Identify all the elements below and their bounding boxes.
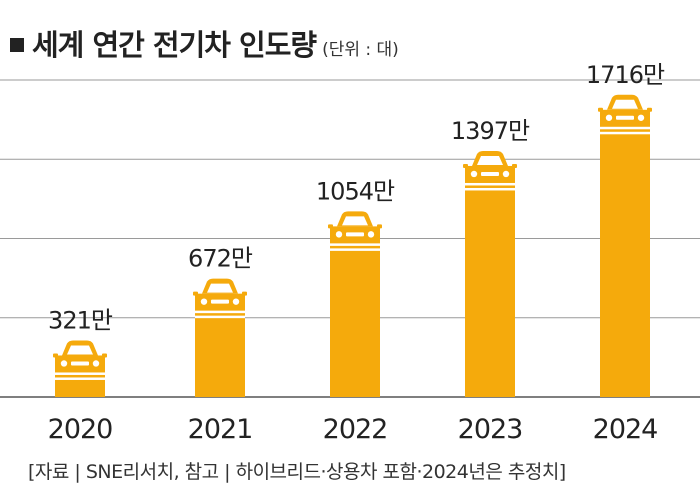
car-headlight-right-2023 <box>502 170 510 178</box>
car-grille-2024 <box>616 115 634 120</box>
car-bumper-2-2024 <box>600 131 650 135</box>
car-headlight-right-2022 <box>367 231 375 238</box>
source-note: [자료 | SNE리서치, 참고 | 하이브리드·상용차 포함·2024년은 추… <box>28 461 566 483</box>
car-bumper-1-2024 <box>600 126 650 130</box>
x-tick-label-2022: 2022 <box>323 414 388 445</box>
car-bumper-1-2021 <box>195 310 245 314</box>
bar-2023 <box>465 165 515 397</box>
car-headlight-left-2020 <box>60 360 68 367</box>
bar-group-2024 <box>598 94 652 397</box>
car-mirror-left-2021 <box>193 291 198 296</box>
car-mirror-left-2022 <box>328 224 333 229</box>
car-grille-2022 <box>346 232 364 237</box>
car-headlight-left-2024 <box>605 114 613 121</box>
bar-group-2021 <box>193 278 247 397</box>
car-mirror-right-2023 <box>512 163 517 168</box>
x-tick-label-2020: 2020 <box>48 414 113 445</box>
car-mirror-right-2022 <box>377 224 382 229</box>
data-label-2020: 321만 <box>48 306 113 334</box>
bar-group-2022 <box>328 211 382 397</box>
data-label-2022: 1054만 <box>316 177 395 205</box>
car-windshield-2020 <box>67 345 93 355</box>
car-windshield-2024 <box>612 99 638 109</box>
car-bumper-1-2023 <box>465 182 515 186</box>
car-windshield-2023 <box>477 155 503 165</box>
title-square-icon <box>10 38 24 52</box>
data-label-2021: 672만 <box>188 245 253 273</box>
bar-2024 <box>600 109 650 397</box>
car-bumper-1-2020 <box>55 372 105 375</box>
x-tick-label-2024: 2024 <box>593 414 658 445</box>
bar-group-2023 <box>463 150 517 397</box>
x-tick-label-2023: 2023 <box>458 414 523 445</box>
car-grille-2023 <box>481 171 499 176</box>
car-grille-2020 <box>71 361 89 366</box>
car-windshield-2022 <box>342 216 368 226</box>
car-mirror-left-2020 <box>53 353 58 358</box>
chart-title: 세계 연간 전기차 인도량 <box>32 28 317 62</box>
car-mirror-left-2024 <box>598 107 603 112</box>
title-row: 세계 연간 전기차 인도량 (단위 : 대) <box>10 22 399 62</box>
car-bumper-2-2020 <box>55 377 105 380</box>
car-headlight-left-2021 <box>200 298 208 305</box>
car-grille-2021 <box>211 299 229 304</box>
car-headlight-left-2022 <box>335 231 343 238</box>
car-mirror-left-2023 <box>463 163 468 168</box>
x-tick-label-2021: 2021 <box>188 414 253 445</box>
car-headlight-right-2024 <box>637 114 645 121</box>
car-mirror-right-2021 <box>242 291 247 296</box>
data-label-2024: 1716만 <box>586 61 665 89</box>
car-bumper-2-2022 <box>330 248 380 251</box>
bar-2021 <box>195 293 245 397</box>
car-headlight-left-2023 <box>470 170 478 178</box>
car-headlight-right-2020 <box>92 360 100 367</box>
unit-label: (단위 : 대) <box>322 40 399 60</box>
car-bumper-1-2022 <box>330 243 380 246</box>
car-bumper-2-2023 <box>465 187 515 191</box>
car-mirror-right-2024 <box>647 107 652 112</box>
bar-group-2020 <box>53 340 107 397</box>
car-bumper-2-2021 <box>195 315 245 319</box>
car-mirror-right-2020 <box>102 353 107 358</box>
car-headlight-right-2021 <box>232 298 240 305</box>
data-label-2023: 1397만 <box>451 117 530 145</box>
car-windshield-2021 <box>207 283 233 293</box>
bar-2022 <box>330 226 380 397</box>
